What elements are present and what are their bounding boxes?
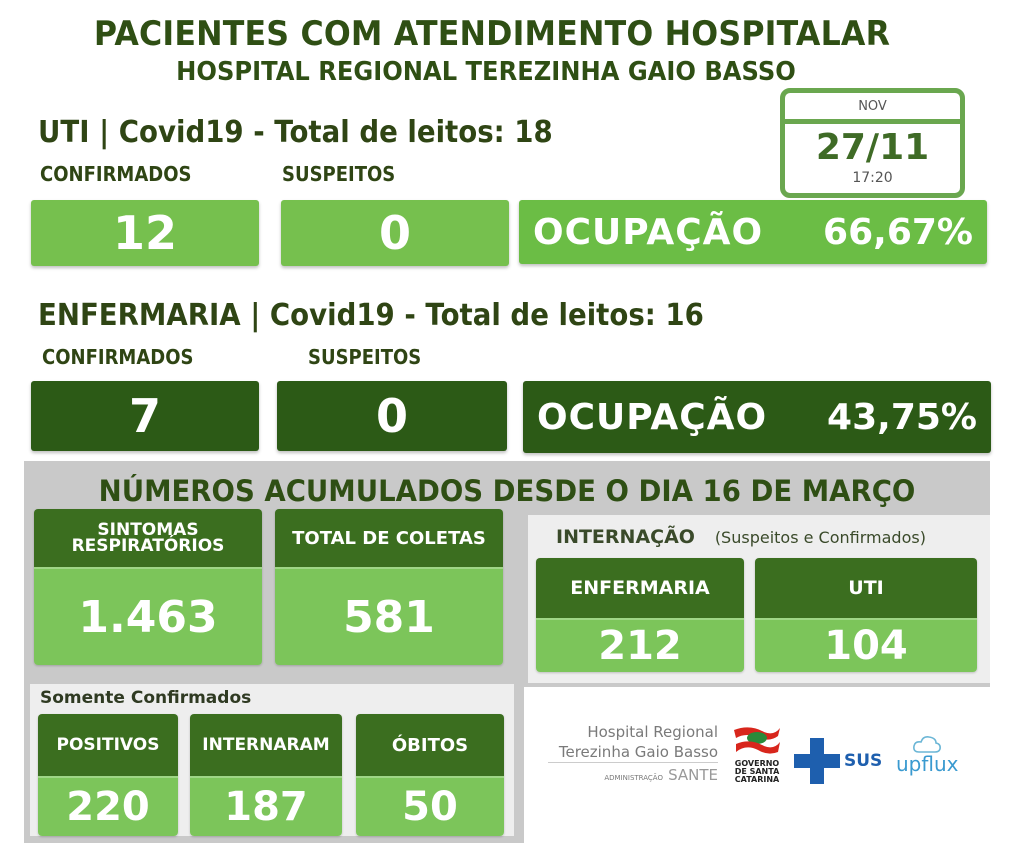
- date-day: 27/11: [815, 127, 930, 168]
- symptoms-card: SINTOMAS RESPIRATÓRIOS 1.463: [34, 509, 262, 665]
- upflux-logo: upflux: [896, 734, 958, 776]
- uti-occupancy-label: OCUPAÇÃO: [533, 211, 764, 253]
- santa-catarina-flag-icon: [734, 727, 780, 754]
- hospital-logo: Hospital Regional Terezinha Gaio Basso A…: [548, 722, 718, 784]
- uti-occupancy-box: OCUPAÇÃO 66,67%: [519, 200, 987, 264]
- accumulated-title: NÚMEROS ACUMULADOS DESDE O DIA 16 DE MAR…: [98, 474, 916, 508]
- sus-cross-icon: [794, 738, 840, 784]
- uti-confirmed-label: CONFIRMADOS: [40, 162, 192, 186]
- uti-section-title: UTI | Covid19 - Total de leitos: 18: [38, 115, 553, 150]
- date-month: NOV: [858, 99, 887, 114]
- sus-logo: SUS: [794, 738, 882, 784]
- positives-label: POSITIVOS: [38, 714, 178, 776]
- deaths-label: ÓBITOS: [356, 714, 504, 776]
- ward-confirmed-label: CONFIRMADOS: [42, 345, 194, 369]
- collections-label: TOTAL DE COLETAS: [275, 509, 503, 567]
- gov-line3: CATARINA: [734, 775, 780, 784]
- internment-title-text: INTERNAÇÃO: [556, 526, 695, 548]
- hospital-logo-line1: Hospital Regional: [587, 723, 718, 741]
- santa-catarina-logo: GOVERNO DE SANTA CATARINA: [728, 724, 786, 784]
- cloud-icon: [913, 736, 942, 753]
- upflux-text: upflux: [896, 752, 959, 776]
- ward-suspected-label: SUSPEITOS: [308, 345, 422, 369]
- hospital-logo-line2: Terezinha Gaio Basso: [548, 742, 718, 763]
- collections-card: TOTAL DE COLETAS 581: [275, 509, 503, 665]
- page-subtitle: HOSPITAL REGIONAL TEREZINHA GAIO BASSO: [176, 57, 796, 87]
- positives-value: 220: [38, 776, 178, 836]
- ward-suspected-value: 0: [277, 381, 507, 451]
- uti-suspected-label: SUSPEITOS: [282, 162, 396, 186]
- page-title: PACIENTES COM ATENDIMENTO HOSPITALAR: [93, 14, 891, 54]
- hospitalized-value: 187: [190, 776, 342, 836]
- internment-subtitle: (Suspeitos e Confirmados): [714, 528, 926, 547]
- positives-card: POSITIVOS 220: [38, 714, 178, 836]
- confirmed-only-title: Somente Confirmados: [40, 688, 252, 708]
- internment-title: INTERNAÇÃO (Suspeitos e Confirmados): [556, 526, 926, 548]
- sus-text: SUS: [844, 751, 883, 771]
- uti-occupancy-value: 66,67%: [823, 211, 973, 253]
- ward-confirmed-value: 7: [31, 381, 259, 451]
- internment-ward-label: ENFERMARIA: [536, 558, 744, 618]
- uti-suspected-value: 0: [281, 200, 509, 266]
- ward-occupancy-box: OCUPAÇÃO 43,75%: [523, 381, 991, 453]
- date-divider: [785, 119, 960, 124]
- deaths-card: ÓBITOS 50: [356, 714, 504, 836]
- internment-ward-value: 212: [536, 618, 744, 672]
- deaths-value: 50: [356, 776, 504, 836]
- internment-icu-label: UTI: [755, 558, 977, 618]
- symptoms-label-2: RESPIRATÓRIOS: [71, 536, 225, 556]
- ward-occupancy-value: 43,75%: [827, 396, 977, 438]
- hospitalized-card: INTERNARAM 187: [190, 714, 342, 836]
- admin-prefix: ADMINISTRAÇÃO: [604, 774, 663, 782]
- gov-line2: DE SANTA: [734, 767, 780, 776]
- hospitalized-label: INTERNARAM: [190, 714, 342, 776]
- internment-icu-value: 104: [755, 618, 977, 672]
- admin-name: SANTE: [668, 766, 718, 784]
- symptoms-header: SINTOMAS RESPIRATÓRIOS: [34, 509, 262, 567]
- internment-ward-card: ENFERMARIA 212: [536, 558, 744, 672]
- uti-confirmed-value: 12: [31, 200, 259, 266]
- ward-section-title: ENFERMARIA | Covid19 - Total de leitos: …: [38, 298, 704, 333]
- date-time: 17:20: [852, 170, 893, 186]
- collections-value: 581: [275, 567, 503, 665]
- gov-line1: GOVERNO: [734, 759, 780, 768]
- internment-icu-card: UTI 104: [755, 558, 977, 672]
- symptoms-label-1: SINTOMAS: [97, 520, 199, 540]
- ward-occupancy-label: OCUPAÇÃO: [537, 396, 768, 438]
- date-card: NOV 27/11 17:20: [780, 88, 965, 198]
- symptoms-value: 1.463: [34, 567, 262, 665]
